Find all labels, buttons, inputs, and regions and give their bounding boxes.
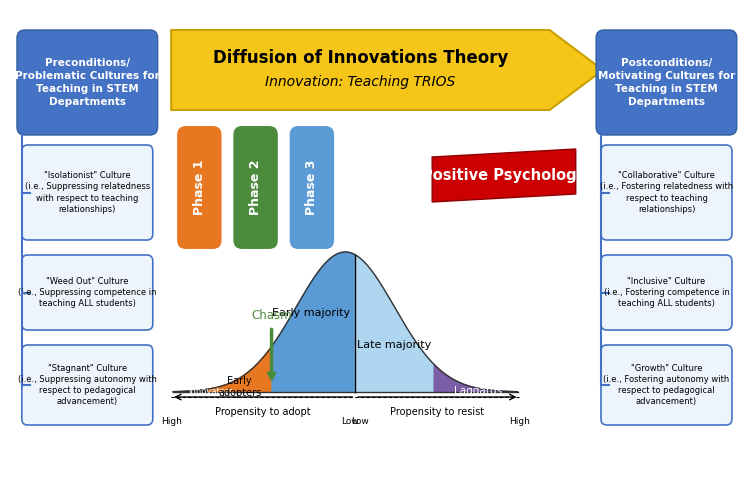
Polygon shape — [173, 390, 207, 392]
FancyBboxPatch shape — [601, 145, 732, 240]
Text: Innovation: Teaching TRIOS: Innovation: Teaching TRIOS — [266, 75, 455, 89]
Text: Phase 2: Phase 2 — [249, 160, 262, 215]
FancyBboxPatch shape — [17, 30, 158, 135]
Polygon shape — [356, 255, 434, 392]
Text: High: High — [509, 417, 530, 426]
Text: Phase 1: Phase 1 — [193, 160, 206, 215]
FancyBboxPatch shape — [601, 345, 732, 425]
Text: "Collaborative" Culture
(i.e., Fostering relatedness with
respect to teaching
re: "Collaborative" Culture (i.e., Fostering… — [600, 172, 733, 213]
Text: Propensity to resist: Propensity to resist — [390, 407, 484, 417]
FancyBboxPatch shape — [22, 255, 153, 330]
FancyBboxPatch shape — [596, 30, 736, 135]
Polygon shape — [434, 364, 517, 392]
FancyBboxPatch shape — [289, 125, 335, 250]
FancyBboxPatch shape — [22, 145, 153, 240]
Text: Chasm: Chasm — [251, 308, 292, 322]
FancyBboxPatch shape — [176, 125, 223, 250]
Text: Early
adopters: Early adopters — [218, 376, 261, 398]
Text: "Weed Out" Culture
(i.e., Suppressing competence in
teaching ALL students): "Weed Out" Culture (i.e., Suppressing co… — [18, 277, 157, 308]
Text: "Growth" Culture
(i.e., Fostering autonomy with
respect to pedagogical
advanceme: "Growth" Culture (i.e., Fostering autono… — [603, 364, 730, 406]
Text: Laggards: Laggards — [454, 386, 503, 396]
Text: Low: Low — [351, 417, 369, 426]
Text: Late majority: Late majority — [358, 340, 432, 350]
FancyBboxPatch shape — [601, 255, 732, 330]
Text: Phase 3: Phase 3 — [305, 160, 319, 215]
Text: Preconditions/
Problematic Cultures for
Teaching in STEM
Departments: Preconditions/ Problematic Cultures for … — [15, 58, 160, 108]
Polygon shape — [208, 346, 272, 392]
Polygon shape — [171, 30, 603, 110]
Text: High: High — [160, 417, 182, 426]
FancyBboxPatch shape — [232, 125, 279, 250]
Text: Propensity to adopt: Propensity to adopt — [215, 407, 311, 417]
Polygon shape — [432, 149, 576, 202]
Text: "Isolationist" Culture
(i.e., Suppressing relatedness
with respect to teaching
r: "Isolationist" Culture (i.e., Suppressin… — [25, 172, 150, 213]
Text: Positive Psychology: Positive Psychology — [422, 168, 586, 183]
FancyBboxPatch shape — [22, 345, 153, 425]
Polygon shape — [272, 252, 355, 392]
Text: Innovators: Innovators — [188, 388, 232, 396]
Text: "Inclusive" Culture
(i.e., Fostering competence in
teaching ALL students): "Inclusive" Culture (i.e., Fostering com… — [604, 277, 730, 308]
Text: Early majority: Early majority — [272, 308, 350, 318]
Text: Low: Low — [341, 417, 359, 426]
Text: Postconditions/
Motivating Cultures for
Teaching in STEM
Departments: Postconditions/ Motivating Cultures for … — [598, 58, 735, 108]
Text: "Stagnant" Culture
(i.e., Suppressing autonomy with
respect to pedagogical
advan: "Stagnant" Culture (i.e., Suppressing au… — [18, 364, 157, 406]
Text: Diffusion of Innovations Theory: Diffusion of Innovations Theory — [213, 49, 508, 67]
